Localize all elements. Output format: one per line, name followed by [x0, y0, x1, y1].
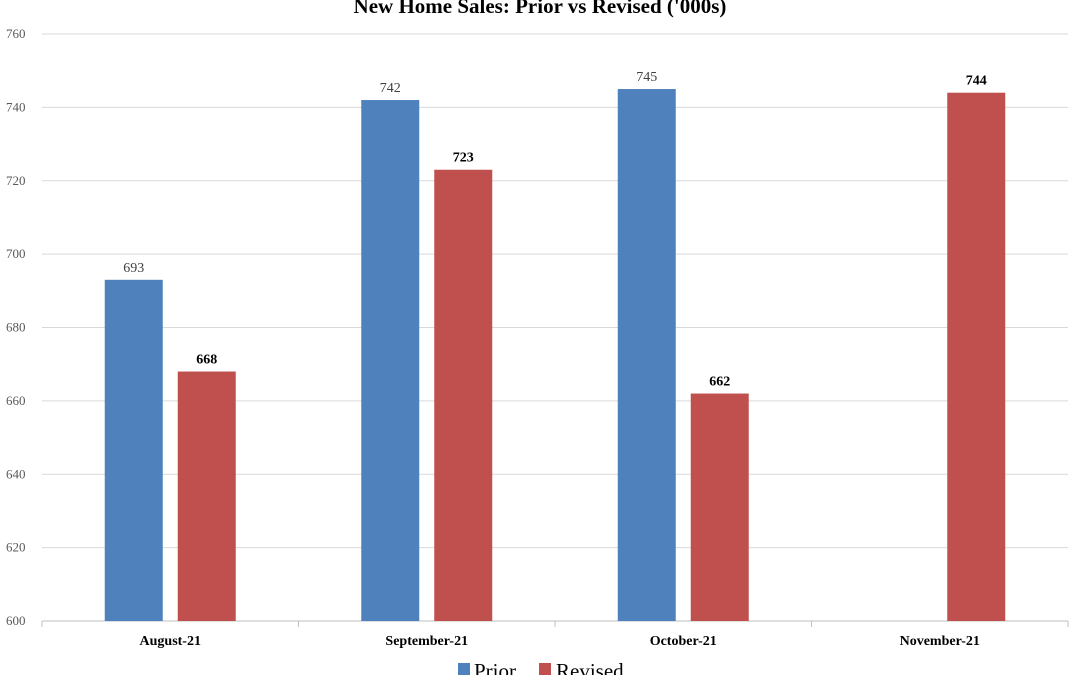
- legend-label-revised: Revised: [556, 659, 624, 675]
- x-tick-label: September-21: [385, 634, 468, 649]
- chart-title: New Home Sales: Prior vs Revised ('000s): [354, 0, 727, 18]
- data-label-prior: 742: [380, 81, 401, 96]
- legend: Prior Revised: [458, 659, 624, 680]
- data-label-revised: 662: [709, 375, 730, 390]
- legend-label-prior: Prior: [474, 659, 516, 675]
- y-tick-label: 720: [6, 173, 26, 188]
- legend-swatch-revised: [539, 663, 551, 675]
- x-tick-label: November-21: [900, 634, 980, 649]
- y-tick-label: 620: [6, 540, 26, 555]
- data-labels: 693 668 742 723 745 662 744: [123, 70, 987, 390]
- axes: 600 620 640 660 680 700 720 740 760 August-21 Sept…: [6, 26, 1069, 649]
- bar-prior: [617, 89, 676, 621]
- bar-prior: [104, 279, 163, 621]
- x-tick-label: October-21: [650, 634, 717, 649]
- data-label-revised: 668: [196, 353, 217, 368]
- data-label-prior: 745: [636, 70, 657, 85]
- y-tick-label: 600: [6, 613, 26, 628]
- data-label-revised: 723: [453, 151, 474, 166]
- y-tick-label: 680: [6, 320, 26, 335]
- data-label-revised: 744: [966, 74, 987, 89]
- x-tick-label: August-21: [140, 634, 201, 649]
- y-tick-label: 740: [6, 99, 26, 114]
- bar-revised: [177, 371, 236, 621]
- y-tick-label: 640: [6, 466, 26, 481]
- y-tick-label: 760: [6, 26, 26, 41]
- y-tick-label: 700: [6, 246, 26, 261]
- y-tick-label: 660: [6, 393, 26, 408]
- bar-revised: [434, 169, 493, 621]
- legend-swatch-prior: [458, 663, 470, 675]
- bar-revised: [690, 393, 749, 621]
- bars: [104, 89, 1006, 622]
- bar-revised: [947, 92, 1006, 621]
- bar-prior: [361, 100, 420, 622]
- data-label-prior: 693: [123, 261, 144, 276]
